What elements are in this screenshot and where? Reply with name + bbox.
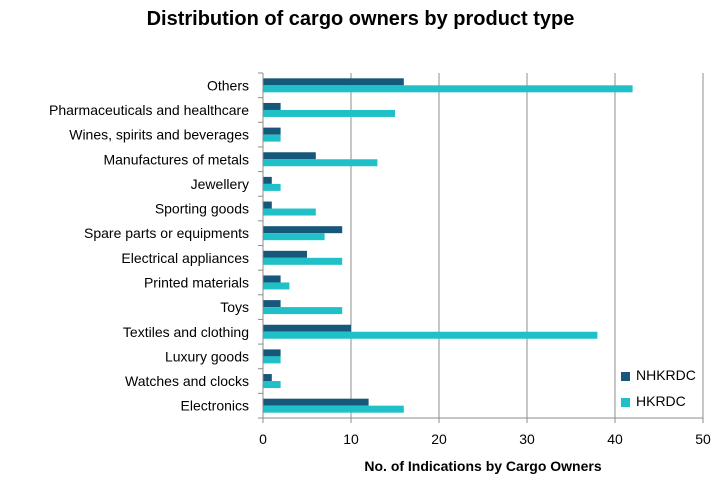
x-tick-labels: 0 10 20 30 40 50: [259, 431, 711, 447]
bar-hkrdc-luxury-goods: [263, 356, 281, 364]
bar-nhkrdc-luxury-goods: [263, 349, 281, 357]
bar-hkrdc-manufactures-of-metals: [263, 159, 378, 167]
bar-hkrdc-watches-and-clocks: [263, 381, 281, 389]
bar-hkrdc-electronics: [263, 405, 404, 413]
legend-item-hkrdc: HKRDC: [621, 388, 696, 414]
x-tick-label: 10: [343, 431, 359, 447]
legend-swatch-nhkrdc: [621, 371, 630, 381]
bar-nhkrdc-jewellery: [263, 176, 272, 184]
bar-hkrdc-electrical-appliances: [263, 257, 343, 265]
legend-label-hkrdc: HKRDC: [636, 393, 686, 409]
legend: NHKRDC HKRDC: [621, 362, 696, 414]
bar-nhkrdc-manufactures-of-metals: [263, 152, 316, 160]
legend-label-nhkrdc: NHKRDC: [636, 367, 696, 383]
bar-nhkrdc-textiles-and-clothing: [263, 324, 351, 332]
legend-item-nhkrdc: NHKRDC: [621, 362, 696, 388]
bar-hkrdc-sporting-goods: [263, 208, 316, 216]
bar-nhkrdc-electronics: [263, 398, 369, 406]
bar-hkrdc-printed-materials: [263, 282, 290, 290]
bar-nhkrdc-toys: [263, 300, 281, 308]
bar-hkrdc-toys: [263, 307, 343, 315]
chart-title: Distribution of cargo owners by product …: [146, 8, 575, 30]
x-tick-label: 40: [607, 431, 623, 447]
bars: [263, 78, 633, 413]
x-tick-label: 0: [259, 431, 267, 447]
x-axis-label: No. of Indications by Cargo Owners: [364, 458, 602, 474]
bar-nhkrdc-pharmaceuticals-and-healthcare: [263, 102, 281, 110]
bar-nhkrdc-sporting-goods: [263, 201, 272, 209]
category-label: Others: [207, 77, 249, 93]
bar-nhkrdc-watches-and-clocks: [263, 374, 272, 382]
legend-swatch-hkrdc: [621, 397, 630, 407]
category-label: Electrical appliances: [121, 250, 249, 266]
category-label: Watches and clocks: [125, 373, 249, 389]
bar-hkrdc-others: [263, 85, 633, 93]
grid-lines: [350, 73, 704, 418]
category-label: Textiles and clothing: [123, 324, 249, 340]
category-label: Printed materials: [144, 274, 249, 290]
bar-hkrdc-textiles-and-clothing: [263, 331, 598, 339]
bar-hkrdc-wines-spirits-and-beverages: [263, 134, 281, 142]
category-label: Electronics: [181, 398, 249, 414]
category-label: Pharmaceuticals and healthcare: [49, 102, 249, 118]
category-label: Spare parts or equipments: [84, 225, 249, 241]
axes: [258, 72, 704, 423]
x-tick-label: 30: [519, 431, 535, 447]
x-tick-label: 20: [431, 431, 447, 447]
bar-hkrdc-jewellery: [263, 183, 281, 191]
category-label: Manufactures of metals: [103, 151, 249, 167]
bar-nhkrdc-electrical-appliances: [263, 250, 307, 258]
category-label: Toys: [220, 299, 249, 315]
bar-hkrdc-spare-parts-or-equipments: [263, 233, 325, 241]
category-label: Wines, spirits and beverages: [69, 127, 249, 143]
bar-hkrdc-pharmaceuticals-and-healthcare: [263, 109, 395, 117]
x-tick-label: 50: [695, 431, 711, 447]
category-labels: Others Pharmaceuticals and healthcare Wine…: [49, 77, 249, 413]
category-label: Sporting goods: [155, 201, 249, 217]
category-label: Luxury goods: [165, 348, 249, 364]
category-label: Jewellery: [191, 176, 249, 192]
bar-nhkrdc-others: [263, 78, 404, 86]
bar-nhkrdc-wines-spirits-and-beverages: [263, 127, 281, 135]
bar-nhkrdc-printed-materials: [263, 275, 281, 283]
bar-nhkrdc-spare-parts-or-equipments: [263, 226, 343, 234]
